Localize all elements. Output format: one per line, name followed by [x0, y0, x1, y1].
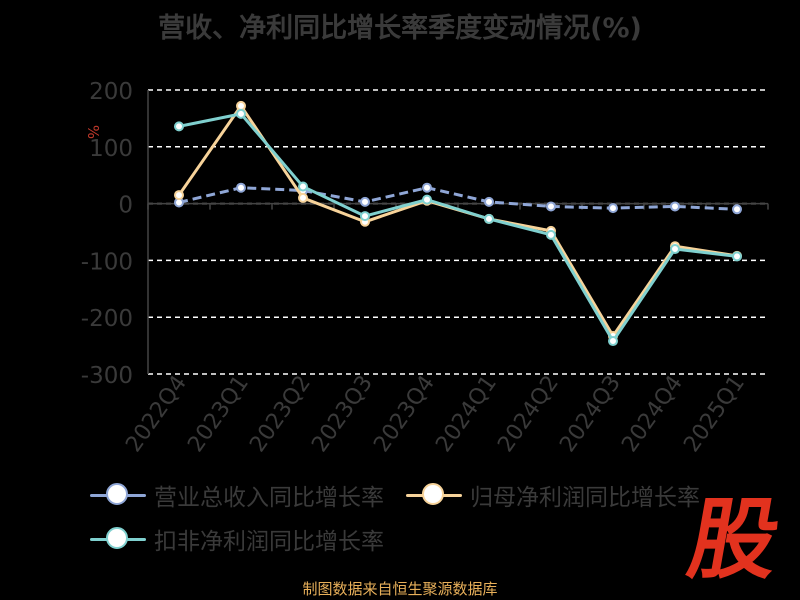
- data-point: [422, 194, 432, 205]
- data-point: [670, 244, 680, 255]
- x-tick-label: 2024Q1: [431, 371, 502, 457]
- chart-title: 营收、净利同比增长率季度变动情况(%): [158, 13, 642, 44]
- y-tick-label: 200: [89, 79, 133, 105]
- y-tick-label: -100: [81, 249, 133, 275]
- legend-label: 营业总收入同比增长率: [154, 485, 384, 511]
- data-point: [298, 192, 308, 203]
- x-tick-label: 2024Q4: [617, 371, 688, 457]
- data-point: [236, 182, 246, 193]
- data-point: [546, 229, 556, 240]
- legend-item[interactable]: 营业总收入同比增长率: [90, 478, 384, 512]
- source-note: 制图数据来自恒生聚源数据库: [302, 580, 498, 598]
- y-tick-label: 0: [118, 193, 133, 219]
- legend: 营业总收入同比增长率 归母净利润同比增长率扣非净利润同比增长率: [90, 478, 790, 566]
- data-point: [236, 100, 246, 111]
- data-point: [484, 213, 494, 224]
- x-tick-label: 2024Q3: [555, 371, 626, 457]
- data-point: [174, 121, 184, 132]
- watermark-logo: 股: [681, 488, 788, 591]
- series-line: [178, 112, 738, 343]
- x-tick-label: 2024Q2: [493, 371, 564, 457]
- legend-item[interactable]: 归母净利润同比增长率: [406, 478, 700, 512]
- y-tick-labels: 200 100 0 -100 -200 -300: [81, 79, 133, 389]
- legend-swatch: [406, 480, 462, 510]
- data-point: [732, 251, 742, 262]
- data-point: [360, 196, 370, 207]
- y-axis-label: %: [84, 125, 102, 139]
- x-tick-label: 2023Q3: [307, 371, 378, 457]
- data-point: [546, 201, 556, 212]
- legend-label: 扣非净利润同比增长率: [154, 529, 384, 555]
- legend-item[interactable]: 扣非净利润同比增长率: [90, 522, 384, 556]
- legend-swatch: [90, 524, 146, 554]
- x-tick-label: 2025Q1: [679, 371, 750, 457]
- x-tick-label: 2023Q1: [183, 371, 254, 457]
- series-lines: [174, 100, 742, 347]
- x-tick-label: 2023Q2: [245, 371, 316, 457]
- series-line: [178, 186, 738, 211]
- data-point: [174, 190, 184, 201]
- x-tick-label: 2023Q4: [369, 371, 440, 457]
- data-point: [360, 211, 370, 222]
- axes: [147, 90, 769, 374]
- data-point: [670, 201, 680, 212]
- legend-swatch: [90, 480, 146, 510]
- y-tick-label: -300: [81, 363, 133, 389]
- data-point: [298, 181, 308, 192]
- data-point: [608, 336, 618, 347]
- y-tick-label: -200: [81, 306, 133, 332]
- x-tick-labels: 2022Q42023Q12023Q22023Q32023Q42024Q12024…: [121, 371, 750, 457]
- data-point: [608, 203, 618, 214]
- data-point: [732, 204, 742, 215]
- data-point: [422, 182, 432, 193]
- legend-label: 归母净利润同比增长率: [470, 485, 700, 511]
- data-point: [236, 108, 246, 119]
- grid-lines: [148, 89, 768, 375]
- y-tick-label: 100: [89, 136, 133, 162]
- data-point: [484, 196, 494, 207]
